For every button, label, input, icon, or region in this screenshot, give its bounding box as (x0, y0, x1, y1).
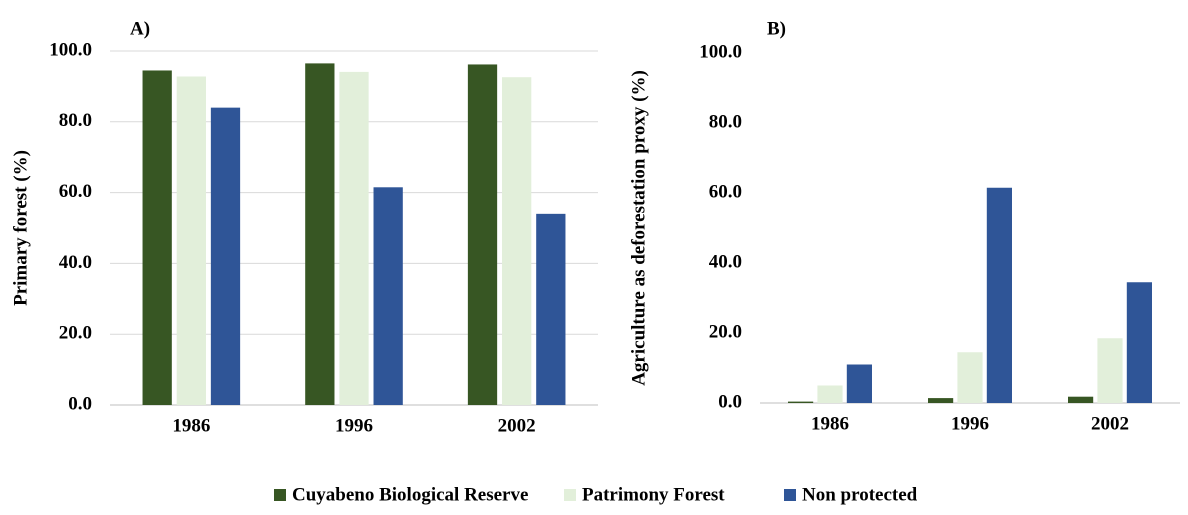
x-tick-label: 1986 (172, 415, 210, 436)
legend-label: Patrimony Forest (582, 484, 725, 505)
x-tick-label: 2002 (1091, 413, 1129, 434)
bar (467, 64, 498, 406)
y-tick-label: 60.0 (709, 181, 742, 202)
bar (1097, 338, 1123, 403)
legend-label: Non protected (802, 484, 918, 505)
bar (373, 187, 403, 405)
bar (846, 364, 872, 403)
legend-swatch (564, 489, 576, 501)
chart-title: A) (130, 18, 150, 39)
y-tick-label: 0.0 (68, 393, 92, 414)
y-tick-label: 40.0 (709, 251, 742, 272)
bar (536, 213, 566, 405)
y-tick-label: 100.0 (49, 39, 92, 60)
bar (817, 385, 843, 403)
bar (142, 70, 172, 405)
bar (957, 352, 983, 403)
x-tick-label: 2002 (498, 415, 536, 436)
y-tick-label: 100.0 (699, 41, 742, 62)
y-tick-label: 40.0 (59, 252, 92, 273)
bar (176, 76, 206, 405)
bar (1068, 396, 1094, 403)
bar (210, 107, 241, 405)
bar (502, 77, 532, 406)
bar (339, 71, 369, 406)
y-tick-label: 0.0 (718, 391, 742, 412)
y-tick-label: 20.0 (59, 323, 92, 344)
legend-swatch (784, 489, 796, 501)
y-tick-label: 80.0 (709, 111, 742, 132)
legend-swatch (274, 489, 286, 501)
chart-title: B) (767, 18, 786, 39)
y-tick-label: 80.0 (59, 110, 92, 131)
y-tick-label: 20.0 (709, 321, 742, 342)
bar (928, 398, 954, 403)
x-tick-label: 1996 (951, 413, 989, 434)
y-axis-label: Agriculture as deforestation proxy (%) (628, 70, 649, 386)
bar (1126, 282, 1152, 403)
bar (305, 63, 335, 405)
x-tick-label: 1996 (335, 415, 373, 436)
x-tick-label: 1986 (811, 413, 849, 434)
bar (986, 187, 1012, 403)
bar (788, 401, 814, 403)
legend-label: Cuyabeno Biological Reserve (292, 484, 528, 505)
y-axis-label: Primary forest (%) (10, 150, 31, 306)
y-tick-label: 60.0 (59, 181, 92, 202)
